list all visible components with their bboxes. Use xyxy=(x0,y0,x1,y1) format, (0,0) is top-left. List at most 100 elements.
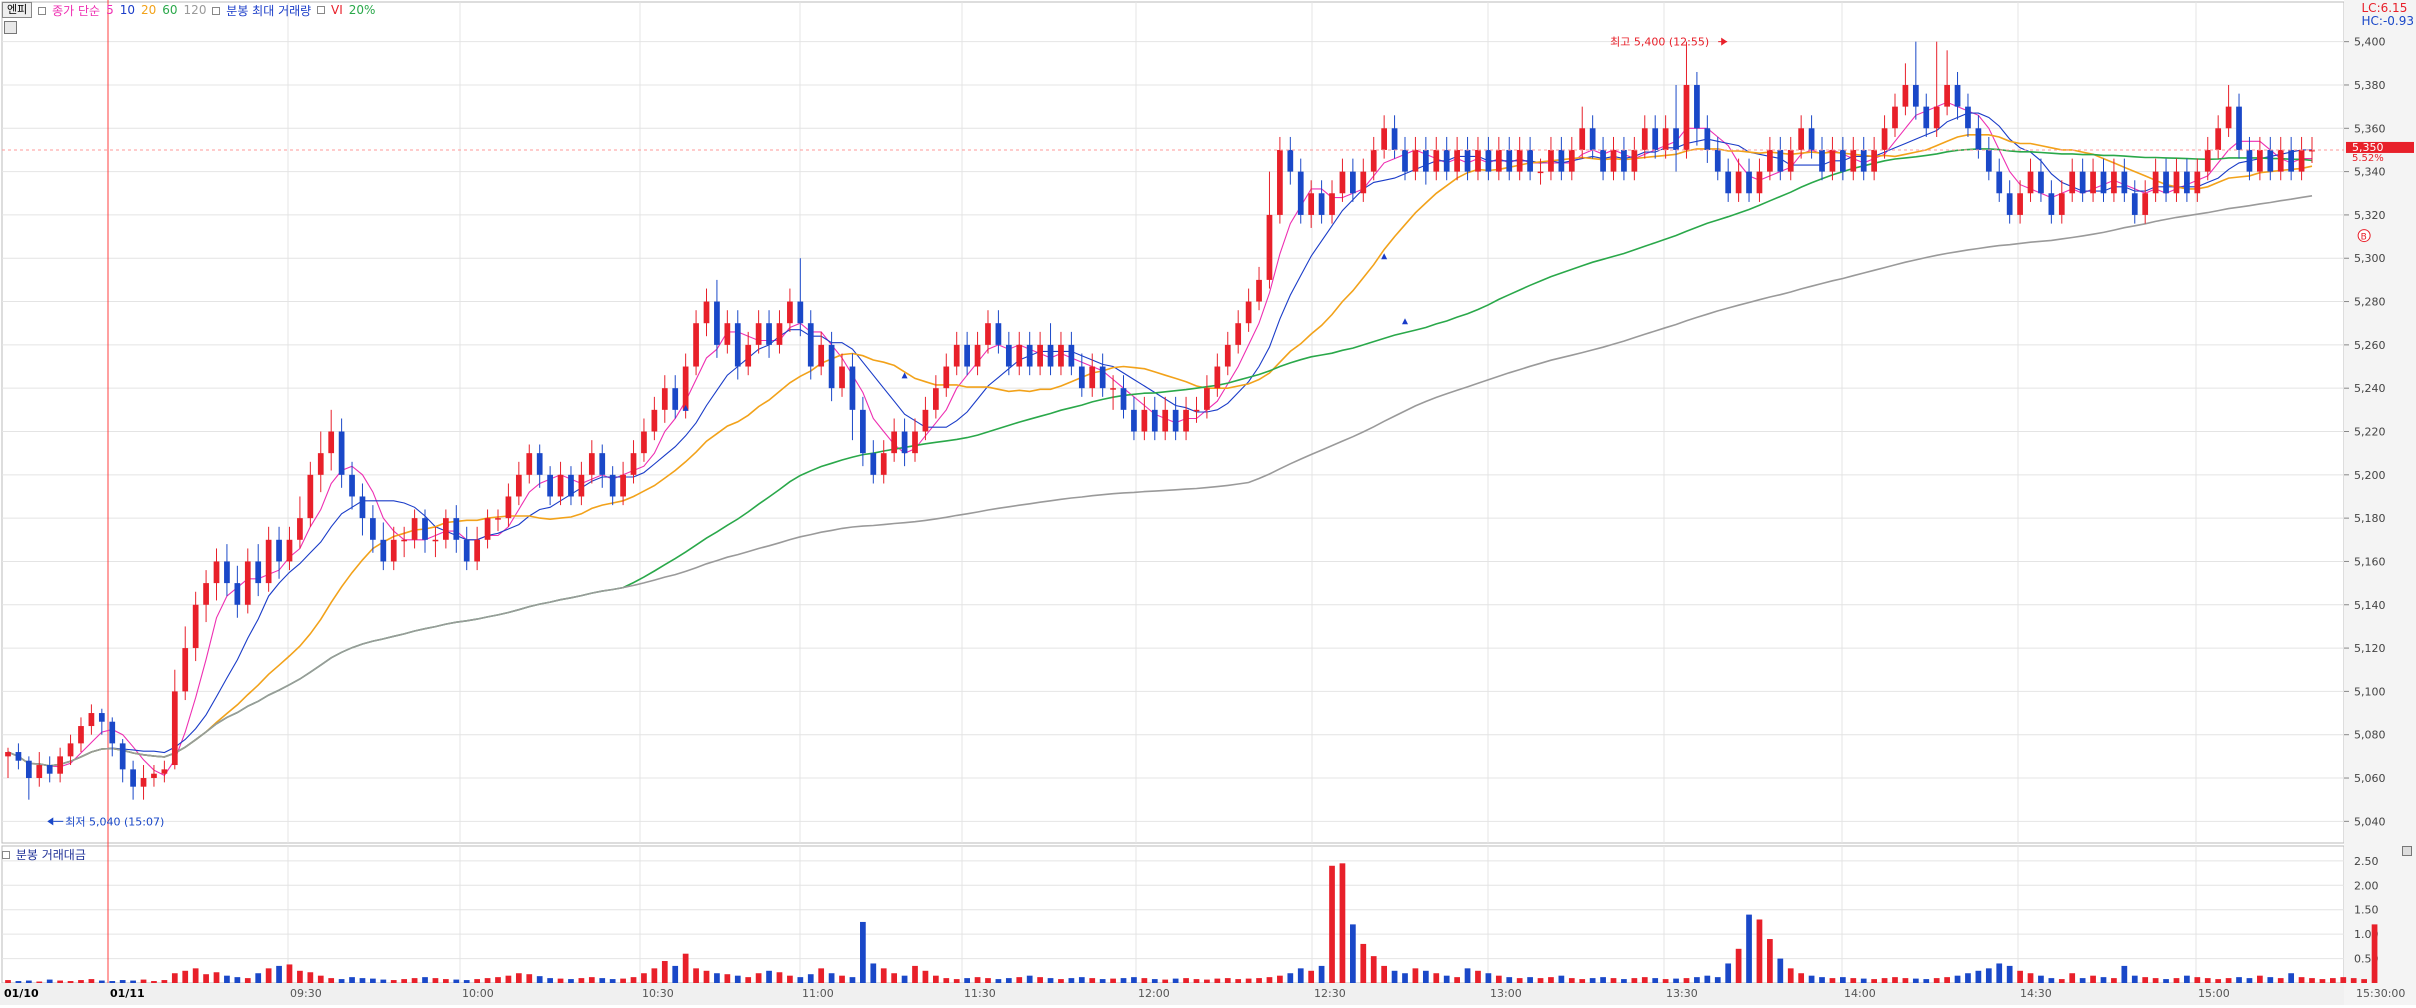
volume-bar xyxy=(1641,977,1648,983)
candle-body xyxy=(1777,149,1784,172)
candle-body xyxy=(57,756,63,774)
candle-body xyxy=(1839,149,1846,172)
indicator-legend: 엔피 종가 단순 5 10 20 60 120 분봉 최대 거래량 VI 20% xyxy=(0,0,375,20)
volume-bar xyxy=(1214,978,1221,983)
volume-bar xyxy=(1558,975,1565,983)
volume-bar xyxy=(891,973,898,983)
volume-bar xyxy=(2371,924,2378,983)
volume-toggle-icon[interactable] xyxy=(2,851,10,859)
price-tick-label: 5,340 xyxy=(2354,166,2386,179)
buy-marker-icon xyxy=(2357,229,2371,243)
volume-bar xyxy=(67,981,74,983)
candle-body xyxy=(1078,366,1085,389)
candle-body xyxy=(880,453,887,475)
candle-body xyxy=(1568,149,1575,172)
candle-body xyxy=(1965,106,1971,129)
candle-body xyxy=(390,539,397,562)
volume-bar xyxy=(1537,978,1544,983)
candle-body xyxy=(119,743,126,770)
candle-body xyxy=(1631,149,1638,172)
vi-toggle-icon[interactable] xyxy=(317,6,326,14)
time-tick-label: 01/11 xyxy=(110,987,145,1000)
price-ma-label: 종가 단순 xyxy=(52,3,101,18)
time-tick-label: 10:00 xyxy=(462,987,494,1000)
vi-legend[interactable]: VI xyxy=(317,3,343,17)
volume-bar xyxy=(620,978,626,983)
candle-body xyxy=(755,323,762,345)
candle-body xyxy=(349,474,355,497)
volume-bar xyxy=(1475,970,1481,983)
price-tick-label: 5,400 xyxy=(2354,36,2386,49)
volume-bar xyxy=(1005,978,1012,983)
candle-body xyxy=(36,765,43,779)
candle-body xyxy=(797,301,804,324)
panel-menu-icon[interactable] xyxy=(4,21,17,34)
candle-body xyxy=(411,518,418,540)
candle-body xyxy=(2309,149,2315,152)
price-ma-legend[interactable]: 종가 단순 xyxy=(38,2,100,19)
volume-bar xyxy=(995,979,1002,983)
candle-body xyxy=(2111,171,2117,194)
vi-label: VI xyxy=(331,3,343,17)
reset-button[interactable]: 엔피 xyxy=(2,2,33,18)
candle-body xyxy=(495,518,501,520)
volume-bar xyxy=(1078,977,1085,983)
volume-bar xyxy=(1798,973,1805,983)
low-arrow-icon xyxy=(47,817,54,826)
volume-bar xyxy=(2152,978,2159,983)
candle-body xyxy=(1485,149,1492,172)
volume-bar xyxy=(1954,975,1961,983)
volume-bar xyxy=(2319,979,2326,983)
candle-body xyxy=(1026,344,1033,367)
candle-body xyxy=(1120,388,1127,410)
volume-bar xyxy=(880,968,887,983)
volume-bar xyxy=(1287,973,1294,983)
volume-panel-menu-icon[interactable] xyxy=(2402,846,2412,856)
volume-bar xyxy=(307,972,314,983)
candle-body xyxy=(203,583,209,605)
candle-body xyxy=(1475,149,1481,172)
max-volume-legend[interactable]: 분봉 최대 거래량 xyxy=(212,2,311,19)
volume-bar xyxy=(1391,970,1398,983)
candle-body xyxy=(1089,366,1096,389)
candle-body xyxy=(1516,149,1523,172)
volume-bar xyxy=(484,978,491,983)
ma10-label: 10 xyxy=(119,3,135,17)
volume-bar xyxy=(1131,977,1137,983)
candle-body xyxy=(1881,128,1888,150)
volume-bar xyxy=(2277,978,2284,983)
candle-body xyxy=(182,648,189,692)
candle-body xyxy=(1224,344,1231,367)
volume-bar xyxy=(547,978,553,983)
volume-bar xyxy=(2350,978,2357,983)
time-tick-label: 12:30 xyxy=(1314,987,1346,1000)
max-volume-toggle-icon[interactable] xyxy=(212,6,221,15)
volume-bar xyxy=(1339,863,1346,983)
ma-toggle-icon[interactable] xyxy=(38,6,47,15)
candle-body xyxy=(1996,171,2003,194)
volume-bar xyxy=(265,968,272,983)
candle-body xyxy=(630,453,637,475)
candle-body xyxy=(2288,149,2295,172)
signal-arrow-icon xyxy=(901,372,908,379)
candle-body xyxy=(599,453,606,475)
candle-body xyxy=(1005,344,1012,367)
volume-bar xyxy=(1172,978,1179,983)
lc-value: LC:6.15 xyxy=(2361,1,2408,15)
price-tick-label: 5,280 xyxy=(2354,296,2386,309)
volume-bar xyxy=(568,979,574,983)
candle-body xyxy=(776,323,783,345)
candle-body xyxy=(1443,149,1450,172)
ma120-label: 120 xyxy=(183,3,207,17)
lc-hc-readout: LC:6.15 HC:-0.93 xyxy=(2362,2,2415,28)
volume-bar xyxy=(2246,978,2253,983)
candle-body xyxy=(1621,149,1627,172)
candle-body xyxy=(870,453,877,475)
volume-bar xyxy=(776,972,783,983)
volume-bar xyxy=(932,975,939,983)
candle-body xyxy=(714,301,720,345)
candle-body xyxy=(2038,171,2044,194)
candle-body xyxy=(1329,193,1335,215)
